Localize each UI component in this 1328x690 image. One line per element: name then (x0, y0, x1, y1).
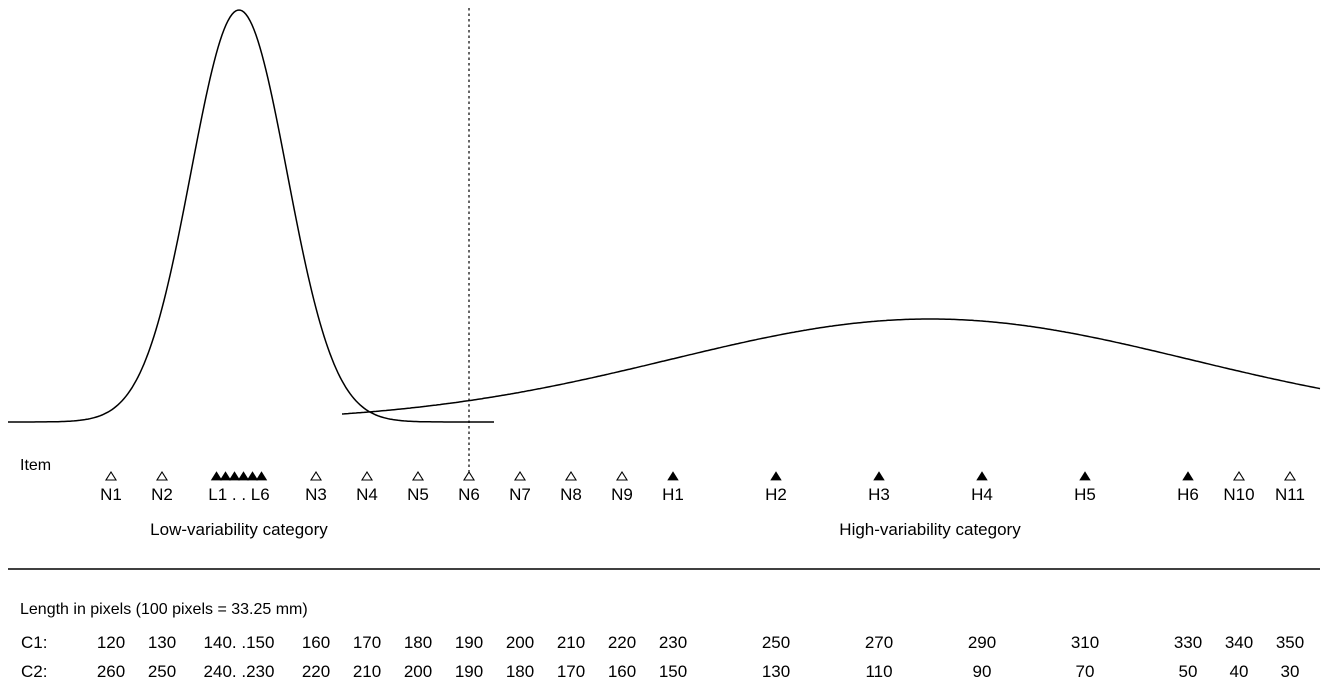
item-markers (105, 470, 1296, 481)
c1-value-n10: 340 (1225, 633, 1253, 652)
marker-h2 (770, 471, 782, 481)
c2-value-n5: 200 (404, 662, 432, 681)
item-n6-label: N6 (458, 485, 480, 504)
item-h2-label: H2 (765, 485, 787, 504)
high-variability-curve (341, 318, 1321, 415)
marker-n5 (412, 470, 424, 481)
marker-n3 (310, 470, 322, 481)
c1-value-l1-l6: 140. .150 (204, 633, 275, 652)
c1-value-n4: 170 (353, 633, 381, 652)
item-h5-label: H5 (1074, 485, 1096, 504)
marker-n7 (514, 470, 526, 481)
item-h4-label: H4 (971, 485, 993, 504)
marker-n8 (565, 470, 577, 481)
c1-value-h6: 330 (1174, 633, 1202, 652)
c2-value-n7: 180 (506, 662, 534, 681)
c1-value-n6: 190 (455, 633, 483, 652)
c1-value-h1: 230 (659, 633, 687, 652)
c2-value-n6: 190 (455, 662, 483, 681)
c2-value-h6: 50 (1179, 662, 1198, 681)
marker-h3 (873, 471, 885, 481)
c2-value-h2: 130 (762, 662, 790, 681)
item-h1-label: H1 (662, 485, 684, 504)
length-title: Length in pixels (100 pixels = 33.25 mm) (20, 601, 308, 618)
low-variability-curve (8, 9, 494, 423)
items-title: Item (20, 457, 51, 474)
marker-l3 (228, 471, 241, 481)
marker-h6 (1182, 471, 1194, 481)
c2-value-h1: 150 (659, 662, 687, 681)
item-n3-label: N3 (305, 485, 327, 504)
item-n1-label: N1 (100, 485, 122, 504)
c1-value-n5: 180 (404, 633, 432, 652)
c2-value-n1: 260 (97, 662, 125, 681)
marker-n2 (156, 470, 168, 481)
c2-value-l1-l6: 240. .230 (204, 662, 275, 681)
marker-n1 (105, 470, 117, 481)
item-h3-label: H3 (868, 485, 890, 504)
row-label-c2: C2: (21, 662, 47, 681)
item-l1-l6-label: L1 . . L6 (208, 485, 269, 504)
c2-value-n10: 40 (1230, 662, 1249, 681)
item-n8-label: N8 (560, 485, 582, 504)
marker-n6 (463, 470, 475, 481)
low-category-label: Low-variability category (150, 520, 328, 539)
c1-value-n7: 200 (506, 633, 534, 652)
c1-values: 120 130 140. .150 160 170 180 190 200 210 220 230 2… (97, 633, 1304, 652)
marker-l4 (237, 471, 250, 481)
marker-l1 (210, 471, 223, 481)
c1-value-h2: 250 (762, 633, 790, 652)
marker-n4 (361, 470, 373, 481)
c1-value-n1: 120 (97, 633, 125, 652)
item-n4-label: N4 (356, 485, 378, 504)
c1-value-n3: 160 (302, 633, 330, 652)
item-n5-label: N5 (407, 485, 429, 504)
c1-value-h4: 290 (968, 633, 996, 652)
c1-value-n8: 210 (557, 633, 585, 652)
item-n11-label: N11 (1275, 485, 1305, 504)
marker-n9 (616, 470, 628, 481)
c2-value-h5: 70 (1076, 662, 1095, 681)
marker-h1 (667, 471, 679, 481)
marker-h5 (1079, 471, 1091, 481)
row-label-c1: C1: (21, 633, 47, 652)
marker-l6 (255, 471, 268, 481)
marker-h4 (976, 471, 988, 481)
c2-value-n2: 250 (148, 662, 176, 681)
item-labels: N1 N2 L1 . . L6 N3 N4 N5 N6 N7 N8 N9 H1 H2 H3 H4 H5 H6 N… (100, 485, 1305, 504)
c2-value-h3: 110 (865, 662, 892, 681)
high-category-label: High-variability category (839, 520, 1021, 539)
c1-value-n2: 130 (148, 633, 176, 652)
c2-value-n4: 210 (353, 662, 381, 681)
c2-values: 260 250 240. .230 220 210 200 190 180 170 160 150 1… (97, 662, 1300, 681)
c1-value-h5: 310 (1071, 633, 1099, 652)
c2-value-n3: 220 (302, 662, 330, 681)
c1-value-h3: 270 (865, 633, 893, 652)
c2-value-n11: 30 (1281, 662, 1300, 681)
marker-n11 (1284, 470, 1296, 481)
c1-value-n9: 220 (608, 633, 636, 652)
item-n9-label: N9 (611, 485, 633, 504)
c1-value-n11: 350 (1276, 633, 1304, 652)
marker-n10 (1233, 470, 1245, 481)
item-n2-label: N2 (151, 485, 173, 504)
c2-value-n8: 170 (557, 662, 585, 681)
marker-l2 (219, 471, 232, 481)
marker-l5 (246, 471, 259, 481)
c2-value-h4: 90 (973, 662, 992, 681)
item-n10-label: N10 (1223, 485, 1254, 504)
item-h6-label: H6 (1177, 485, 1199, 504)
item-n7-label: N7 (509, 485, 531, 504)
c2-value-n9: 160 (608, 662, 636, 681)
